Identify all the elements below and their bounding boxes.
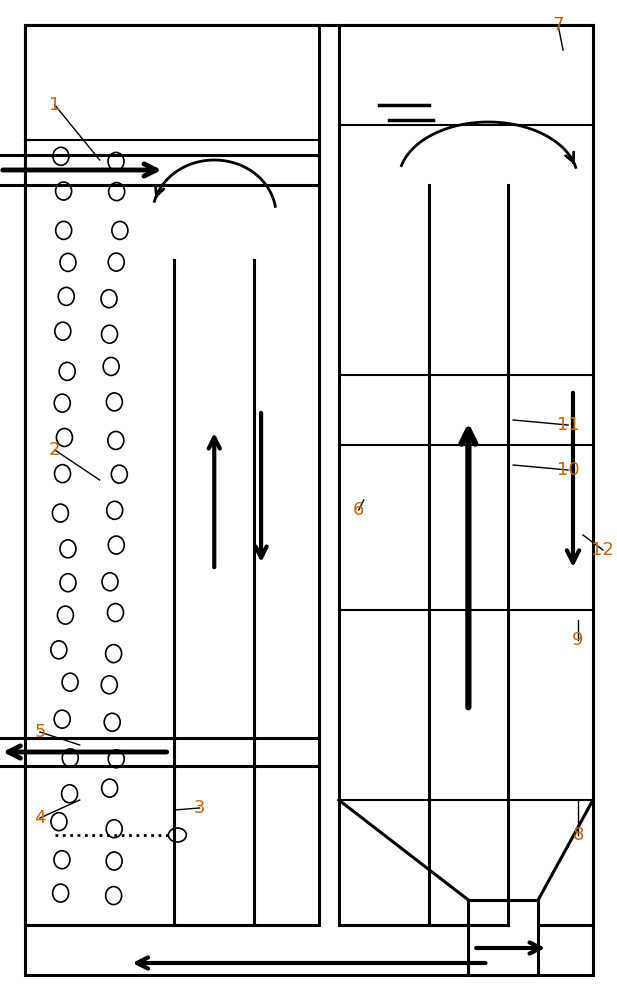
Bar [468, 900, 538, 975]
Text: 4: 4 [34, 809, 46, 827]
Text: 9: 9 [572, 631, 584, 649]
Text: 7: 7 [552, 16, 564, 34]
Text: 6: 6 [353, 501, 365, 519]
Text: 2: 2 [49, 441, 60, 459]
Text: 11: 11 [557, 416, 579, 434]
Text: 10: 10 [557, 461, 579, 479]
Bar [25, 25, 319, 925]
Text: 12: 12 [592, 541, 615, 559]
Bar [339, 25, 593, 925]
Text: 1: 1 [49, 96, 60, 114]
Text: 5: 5 [34, 723, 46, 741]
Text: 8: 8 [573, 826, 584, 844]
Text: 3: 3 [194, 799, 205, 817]
